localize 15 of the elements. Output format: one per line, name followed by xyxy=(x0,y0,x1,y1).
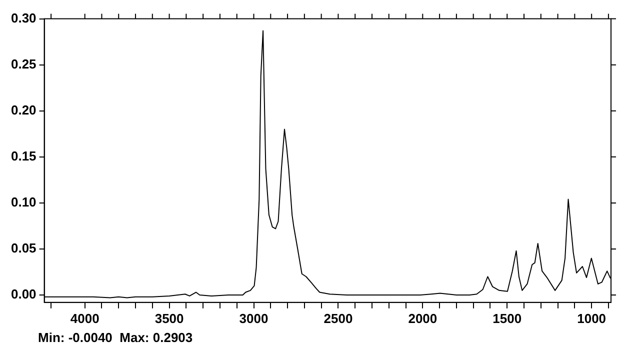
x-tick-label: 3500 xyxy=(154,310,184,326)
text: Min: -0.0040 Max: 0.2903 xyxy=(38,330,194,345)
x-tick-label: 1500 xyxy=(492,310,522,326)
y-tick-label: 0.10 xyxy=(10,194,36,210)
y-tick-label: 0.25 xyxy=(10,56,36,72)
y-tick-label: 0.05 xyxy=(10,240,36,256)
y-tick-label: 0.15 xyxy=(10,148,36,164)
y-tick-label: 0.00 xyxy=(10,286,36,302)
x-tick-label: 1000 xyxy=(577,310,606,326)
x-tick-label: 4000 xyxy=(70,310,100,326)
x-tick-label: 3000 xyxy=(239,310,268,326)
x-tick-label: 2500 xyxy=(324,310,353,326)
y-tick-label: 0.30 xyxy=(10,10,36,26)
x-tick-label: 2000 xyxy=(408,310,438,326)
y-tick-label: 0.20 xyxy=(10,102,36,118)
